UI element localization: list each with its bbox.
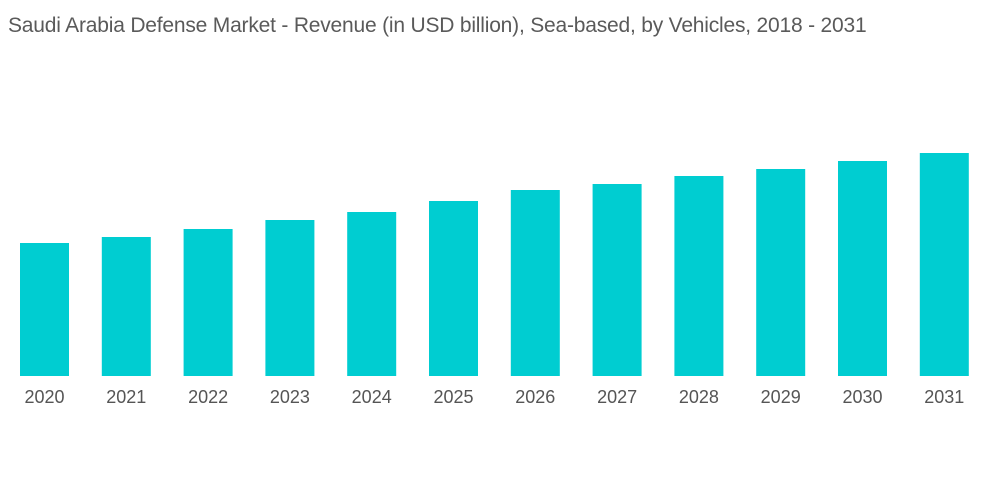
bar-2027 (592, 184, 642, 376)
x-tick-label: 2026 (515, 387, 555, 407)
x-tick-label: 2022 (188, 387, 228, 407)
x-tick-label: 2029 (761, 387, 801, 407)
bar-2022 (183, 229, 233, 376)
x-tick-label: 2025 (433, 387, 473, 407)
bar-2031 (919, 153, 969, 376)
bar-2023 (265, 220, 315, 376)
x-tick-label: 2020 (24, 387, 64, 407)
x-tick-label: 2028 (679, 387, 719, 407)
bar-2025 (429, 201, 478, 376)
x-tick-label: 2023 (270, 387, 310, 407)
bar-2021 (101, 237, 151, 376)
bar-2030 (838, 161, 887, 376)
chart-title: Saudi Arabia Defense Market - Revenue (i… (8, 14, 867, 37)
x-tick-label: 2021 (106, 387, 146, 407)
bar-2029 (756, 169, 806, 376)
bar-2028 (674, 176, 724, 376)
bar-2020 (20, 243, 69, 376)
x-tick-label: 2030 (842, 387, 882, 407)
x-tick-label: 2031 (924, 387, 964, 407)
bar-2024 (347, 212, 397, 376)
x-tick-label: 2024 (352, 387, 392, 407)
x-tick-label: 2027 (597, 387, 637, 407)
bar-2026 (510, 190, 560, 376)
